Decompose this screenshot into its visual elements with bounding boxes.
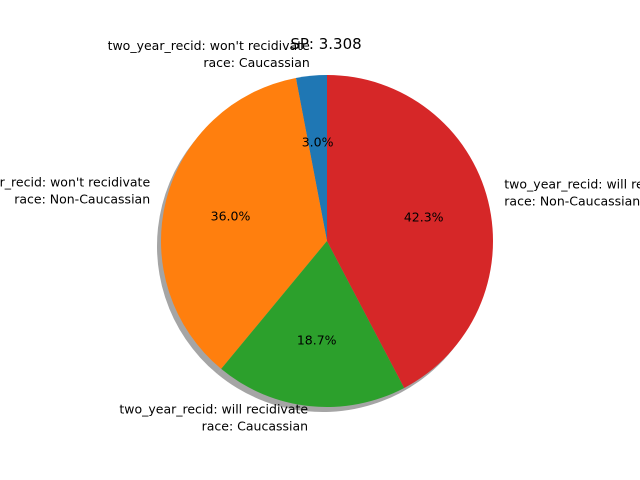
slice-label-line1: two_year_recid: will recidivate [119, 402, 308, 417]
slice-percent-label: 3.0% [302, 134, 334, 149]
pie-slice [327, 75, 494, 388]
slice-label-line1: two_year_recid: won't recidivate [0, 175, 150, 190]
pie-slice [221, 241, 405, 407]
slice-label: two_year_recid: won't recidivate race: No… [0, 175, 150, 207]
slice-label-line1: two_year_recid: will recidivate [504, 176, 640, 191]
slice-label: two_year_recid: will recidivate race: Non… [504, 176, 640, 208]
slice-percent-label: 18.7% [297, 333, 337, 348]
slice-label-line2: race: Non-Caucassian [14, 192, 150, 207]
slice-percent-label: 36.0% [211, 209, 251, 224]
pie-slice [295, 75, 327, 241]
slice-label: two_year_recid: won't recidivate race: Ca… [108, 38, 311, 70]
slice-label-line1: two_year_recid: won't recidivate [108, 38, 311, 53]
chart-title: SP: 3.308 [290, 35, 361, 53]
slice-label-line2: race: Caucassian [203, 55, 309, 70]
slice-labels: two_year_recid: won't recidivate race: Ca… [0, 38, 640, 433]
slice-label: two_year_recid: will recidivate race: Cau… [119, 402, 308, 434]
slice-label-line2: race: Non-Caucassian [504, 193, 640, 208]
pie-slices [160, 75, 494, 407]
percent-labels: 3.0% 36.0% 18.7% 42.3% [211, 134, 444, 347]
slice-label-line2: race: Caucassian [202, 419, 308, 434]
pie-slice [160, 77, 327, 369]
slice-percent-label: 42.3% [404, 210, 444, 225]
